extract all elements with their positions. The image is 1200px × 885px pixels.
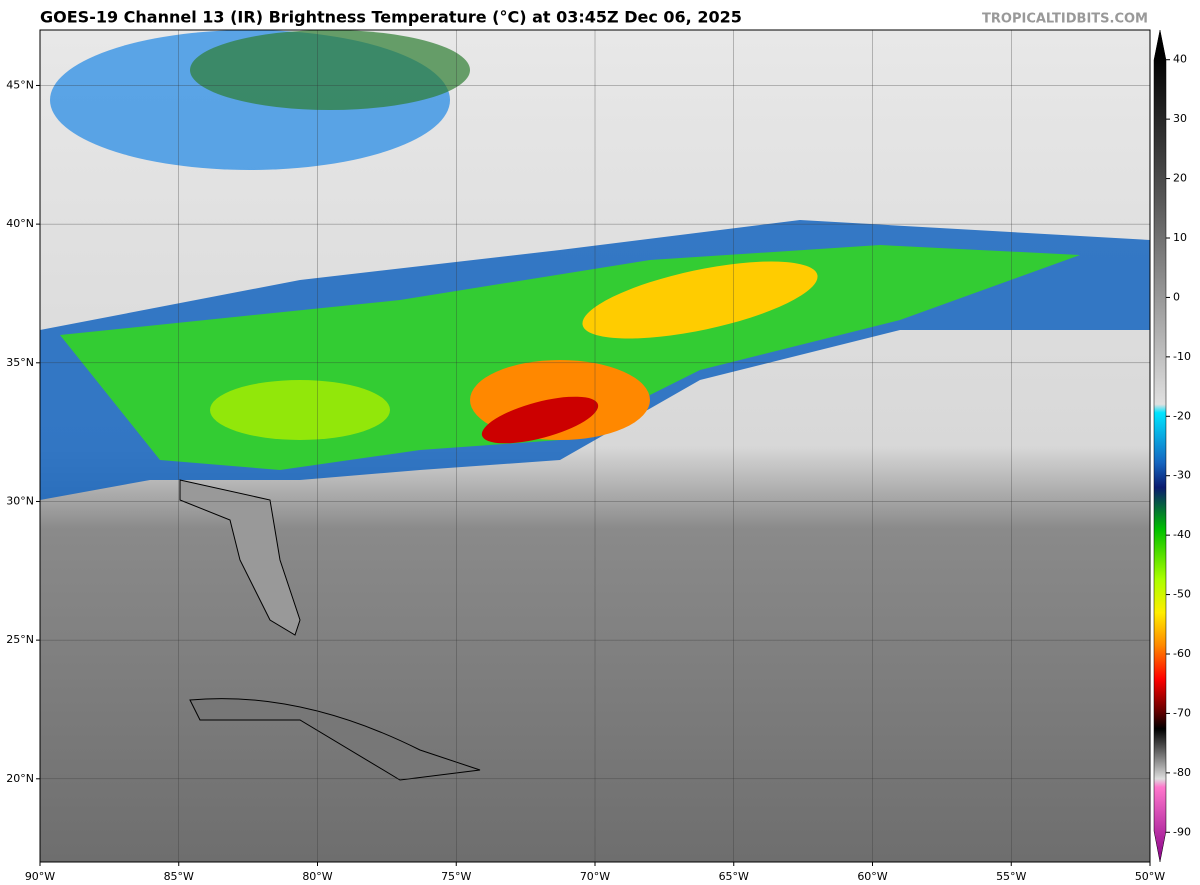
colorbar-tick-label: 30 <box>1173 112 1187 125</box>
colorbar-tick-label: 0 <box>1173 290 1180 303</box>
colorbar-tick-label: -10 <box>1173 350 1191 363</box>
colorbar-tick-label: -90 <box>1173 825 1191 838</box>
land <box>189 698 481 781</box>
colorbar-tick-label: 20 <box>1173 172 1187 185</box>
colorbar-tick-label: -40 <box>1173 528 1191 541</box>
y-tick-label: 40°N <box>6 217 34 230</box>
y-tick-label: 25°N <box>6 633 34 646</box>
x-tick-label: 85°W <box>164 870 194 883</box>
title: GOES-19 Channel 13 (IR) Brightness Tempe… <box>40 8 742 27</box>
watermark: TROPICALTIDBITS.COM <box>982 12 1148 27</box>
cloud <box>190 30 470 110</box>
y-tick-label: 20°N <box>6 772 34 785</box>
x-tick-label: 55°W <box>996 870 1026 883</box>
colorbar-tick-label: -60 <box>1173 647 1191 660</box>
y-tick-label: 45°N <box>6 78 34 91</box>
y-tick-label: 30°N <box>6 494 34 507</box>
colorbar <box>1153 29 1167 863</box>
colorbar-tick-label: 10 <box>1173 231 1187 244</box>
x-tick-label: 80°W <box>302 870 332 883</box>
land <box>179 479 301 636</box>
x-tick-label: 60°W <box>857 870 887 883</box>
colorbar-tick-label: -80 <box>1173 766 1191 779</box>
cloud <box>210 380 390 440</box>
colorbar-tick-label: -20 <box>1173 409 1191 422</box>
x-tick-label: 90°W <box>25 870 55 883</box>
cloud <box>481 396 599 444</box>
x-tick-label: 50°W <box>1135 870 1165 883</box>
colorbar-tick-label: -70 <box>1173 706 1191 719</box>
cloud <box>582 261 818 339</box>
y-tick-label: 35°N <box>6 356 34 369</box>
x-tick-label: 70°W <box>580 870 610 883</box>
x-tick-label: 65°W <box>719 870 749 883</box>
colorbar-tick-label: -50 <box>1173 588 1191 601</box>
colorbar-tick-label: 40 <box>1173 53 1187 66</box>
x-tick-label: 75°W <box>441 870 471 883</box>
colorbar-tick-label: -30 <box>1173 469 1191 482</box>
